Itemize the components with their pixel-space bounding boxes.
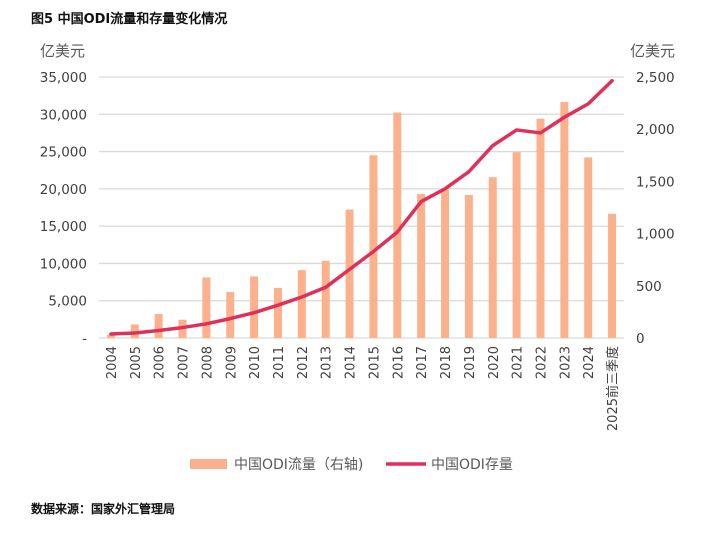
line-odi-stock [109,78,614,336]
bar-odi-flow [512,152,521,338]
bar-odi-flow [369,155,378,338]
x-axis-tick-label: 2020 [487,346,502,379]
x-axis-tick-label: 2024 [582,346,597,379]
bar-odi-flow [250,276,259,338]
bar-odi-flow [464,194,473,338]
x-axis-tick-label: 2012 [296,346,311,379]
bar-odi-flow [226,292,235,338]
x-axis-tick-label: 2023 [558,346,573,379]
right-axis-tick-label: 2,000 [636,122,675,138]
chart-title: 图5 中国ODI流量和存量变化情况 [31,12,228,27]
bar-odi-flow [321,260,330,338]
x-axis-tick-label: 2019 [463,346,478,379]
bar-odi-flow [536,118,545,338]
right-axis-tick-label: 0 [636,331,645,347]
left-axis-tick-label: 5,000 [48,294,87,310]
legend-label-stock: 中国ODI存量 [431,457,513,473]
bar-odi-flow [417,193,426,338]
chart: 亿美元 亿美元 - 5,000 10,000 15,000 20,000 25,000 30… [40,42,675,473]
legend-label-flow: 中国ODI流量（右轴) [234,457,363,473]
left-axis-tick-label: 25,000 [40,145,87,161]
left-axis-tick-label: 35,000 [40,70,87,86]
left-axis-tick-label: 10,000 [40,256,87,272]
bar-odi-flow [345,209,354,338]
left-axis-tick-label: 20,000 [40,182,87,198]
bar-odi-flow [297,270,306,338]
bar-odi-flow [488,177,497,338]
x-axis-tick-label: 2022 [534,346,549,379]
x-axis-tick-label: 2025前三季度 [605,346,621,431]
right-axis-tick-label: 2,500 [636,70,675,86]
bar-odi-flow [202,277,211,338]
x-axis-tick-label: 2014 [344,346,359,379]
right-axis-tick-label: 1,500 [636,174,675,190]
right-axis-tick-label: 1,000 [636,227,675,243]
x-axis-tick-label: 2011 [272,346,287,379]
x-axis-tick-label: 2005 [129,346,144,379]
bar-odi-flow [584,157,593,338]
bar-odi-flow [130,324,139,338]
right-axis-tick-label: 500 [636,279,662,295]
x-axis-tick-label: 2017 [415,346,430,379]
x-axis-tick-label: 2008 [200,346,215,379]
x-axis-tick-label: 2006 [153,346,168,379]
bar-odi-flow [154,313,163,338]
data-source: 数据来源：国家外汇管理局 [31,502,176,516]
x-axis-tick-label: 2013 [320,346,335,379]
x-axis-tick-label: 2009 [224,346,239,379]
bar-odi-flow [106,334,115,338]
right-axis-unit: 亿美元 [630,42,675,60]
left-axis-unit: 亿美元 [40,42,85,60]
left-axis-tick-label: - [82,331,87,347]
bar-odi-flow [608,213,617,338]
x-axis-tick-label: 2004 [105,346,120,379]
left-axis-tick-label: 15,000 [40,219,87,235]
x-axis-tick-label: 2021 [511,346,526,379]
bar-odi-flow [560,102,569,338]
x-axis-tick-label: 2016 [391,346,406,379]
x-axis-tick-label: 2018 [439,346,454,379]
x-axis-tick-label: 2007 [177,346,192,379]
bar-odi-flow [393,112,402,338]
bar-odi-flow [441,189,450,338]
left-axis-tick-label: 30,000 [40,107,87,123]
bar-odi-flow [273,287,282,338]
x-axis-tick-label: 2015 [367,346,382,379]
legend-swatch-flow [190,459,227,469]
x-axis-tick-label: 2010 [248,346,263,379]
